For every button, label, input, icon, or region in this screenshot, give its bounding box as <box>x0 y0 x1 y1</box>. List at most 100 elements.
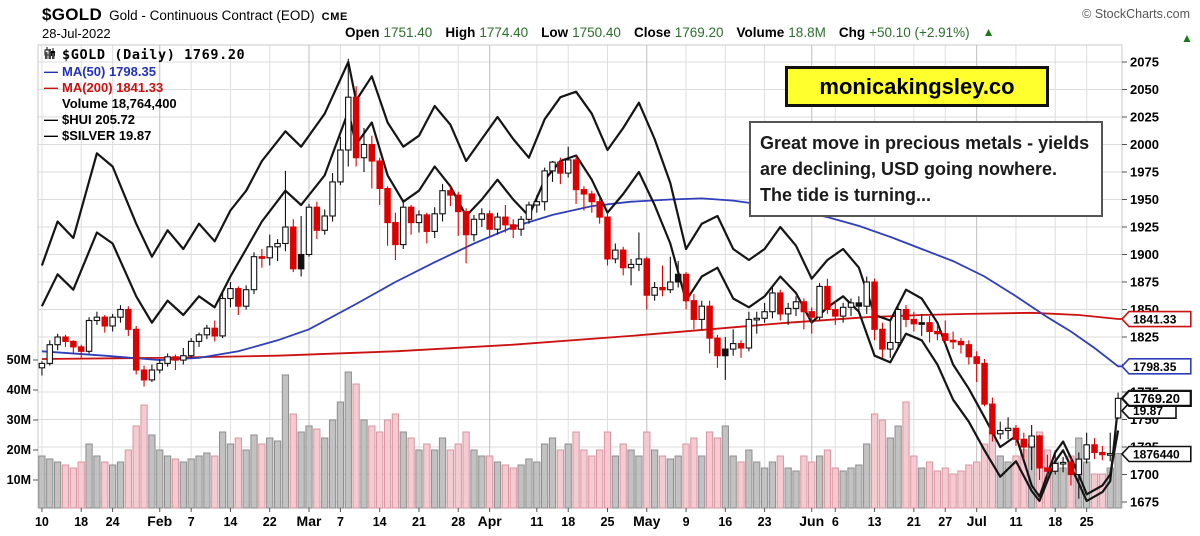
volume-bar <box>910 455 918 509</box>
volume-bar <box>760 467 769 509</box>
volume-bar <box>713 437 722 509</box>
volume-bar <box>163 455 172 509</box>
candle-body <box>792 301 800 309</box>
candle-body <box>242 289 250 307</box>
volume-bar <box>140 404 148 509</box>
chart-legend: $GOLD (Daily) 1769.20 — MA(50) 1798.35 —… <box>44 47 245 143</box>
price-tag <box>1120 445 1192 463</box>
price-tag-label: 1798.35 <box>1133 360 1177 374</box>
x-axis-label: 18 <box>1048 515 1062 529</box>
candle-body <box>879 328 886 350</box>
volume-bar <box>863 443 871 509</box>
volume-bar <box>132 425 140 509</box>
candle-body <box>109 316 116 327</box>
volume-bar <box>352 383 360 509</box>
volume-bar <box>124 449 132 509</box>
candle-body <box>690 300 698 320</box>
candle-body <box>1106 453 1114 456</box>
y-axis-label: 1975 <box>1130 165 1159 180</box>
candle-body <box>1012 427 1020 440</box>
candle-body <box>70 340 77 348</box>
volume-bar <box>486 455 494 509</box>
x-axis-label: May <box>633 513 660 529</box>
candle-body <box>667 281 674 291</box>
candle-body <box>180 355 187 361</box>
volume-bar <box>391 413 400 509</box>
candle-body <box>596 201 603 218</box>
candle-body <box>612 249 619 260</box>
volume-bar <box>376 431 384 509</box>
candle-body <box>93 316 101 322</box>
volume-bar <box>407 437 415 509</box>
candle-body <box>219 297 226 337</box>
volume-bar <box>69 467 77 509</box>
volume-bar <box>305 425 313 509</box>
candle-body <box>1067 461 1075 476</box>
volume-axis-label: 20M <box>7 443 31 457</box>
x-axis-label: 21 <box>907 515 921 529</box>
candle-body <box>808 311 815 318</box>
candle-body <box>887 341 894 350</box>
quote-high: High 1774.40 <box>445 25 529 40</box>
candle-body <box>509 224 517 230</box>
volume-bar <box>839 470 847 509</box>
candle-body <box>274 242 281 248</box>
candle-body <box>588 193 596 203</box>
volume-bar <box>501 464 510 509</box>
candle-body <box>297 253 305 270</box>
candle-body <box>258 256 266 259</box>
candle-body <box>101 316 109 327</box>
volume-bar <box>721 425 729 509</box>
y-axis-label: 2000 <box>1130 137 1159 152</box>
candle-body <box>604 216 611 260</box>
candle-body <box>305 206 313 256</box>
volume-bar <box>234 437 242 509</box>
hui-line <box>40 60 1120 498</box>
candle-body <box>847 302 855 308</box>
x-axis-label: 14 <box>373 515 387 529</box>
volume-bar <box>273 440 282 509</box>
volume-bar <box>682 443 690 509</box>
candle-body <box>156 362 164 371</box>
x-axis-label: 27 <box>938 515 952 529</box>
volume-bar <box>588 455 596 509</box>
candle-body <box>172 356 179 361</box>
volume-bar <box>321 437 329 509</box>
volume-bar <box>784 467 792 509</box>
volume-bar <box>792 470 800 509</box>
volume-bar <box>564 443 572 509</box>
candle-body <box>832 308 839 317</box>
candle-body <box>423 214 431 232</box>
volume-bar <box>108 464 117 509</box>
candle-body <box>360 143 368 159</box>
plot-frame <box>37 44 1123 509</box>
volume-bar <box>776 455 784 509</box>
candle-body <box>557 161 564 174</box>
candle-body <box>659 286 666 291</box>
volume-bar <box>116 461 125 509</box>
volume-bar <box>619 443 627 509</box>
x-axis-label: 28 <box>451 515 465 529</box>
price-tag-label: 1841.33 <box>1133 313 1177 327</box>
silver-line-swatch: — <box>44 127 58 143</box>
price-tag-label: 1769.20 <box>1133 391 1180 406</box>
candle-body <box>706 305 713 339</box>
candle-body <box>447 190 454 196</box>
volume-bar <box>643 431 651 509</box>
x-axis-label: 16 <box>718 515 732 529</box>
ma200-line-swatch: — <box>44 79 58 95</box>
x-axis-label: Jul <box>967 513 987 529</box>
candle-body <box>871 281 878 330</box>
candle-body <box>1059 461 1067 465</box>
volume-bar <box>509 467 517 509</box>
volume-bar <box>281 374 290 509</box>
volume-bar <box>54 461 62 509</box>
candle-body <box>965 344 973 358</box>
candle-body <box>627 263 635 269</box>
volume-bar <box>187 458 195 509</box>
volume-bar <box>85 443 93 509</box>
volume-bar <box>870 413 879 509</box>
volume-bar <box>211 455 219 509</box>
volume-bar <box>344 371 352 509</box>
x-axis-label: Apr <box>478 513 503 529</box>
